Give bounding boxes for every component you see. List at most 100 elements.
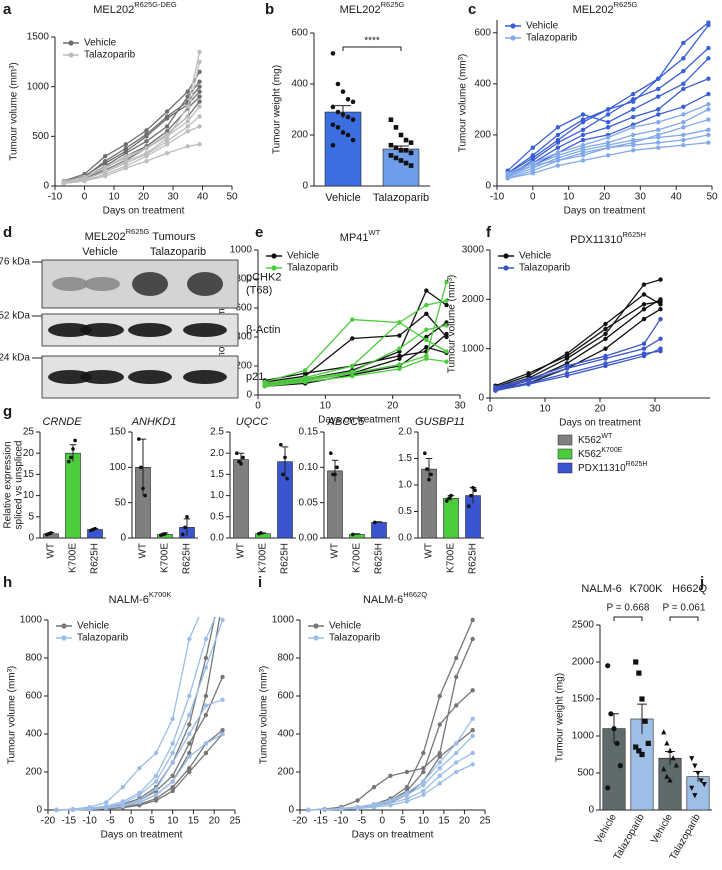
title-main: MEL202: [340, 4, 381, 16]
data-point: [408, 150, 414, 156]
data-point: [605, 153, 611, 158]
data-point: [658, 299, 663, 304]
x-tick-label: 0: [530, 192, 536, 203]
series-line: [495, 298, 661, 390]
blot-band: [84, 277, 120, 291]
chart-title: MP41WT: [340, 228, 381, 243]
y-tick-label: 0.0: [398, 533, 412, 544]
data-point: [681, 112, 686, 117]
data-point: [187, 722, 192, 727]
data-point: [185, 104, 190, 109]
data-point: [329, 451, 333, 455]
panel-label: j: [699, 574, 704, 591]
lines: [505, 20, 711, 181]
data-point: [681, 137, 686, 143]
y-tick-label: 1.0: [398, 480, 412, 491]
data-point: [526, 377, 531, 382]
data-point: [197, 89, 202, 94]
data-point: [636, 670, 642, 676]
data-point: [403, 137, 409, 143]
data-point: [137, 766, 142, 771]
legend-label: K562K700E: [578, 447, 623, 459]
data-point: [137, 437, 141, 441]
data-point: [371, 804, 377, 810]
data-point: [398, 132, 404, 138]
data-point: [388, 142, 394, 148]
data-point: [67, 459, 71, 464]
data-point: [444, 279, 449, 285]
group-header: K700K: [629, 583, 663, 595]
chart-title: NALM-6H662Q: [363, 590, 427, 605]
data-point: [437, 760, 442, 765]
legend-label: Talazoparib: [287, 263, 339, 274]
data-point: [164, 151, 170, 156]
series-line: [56, 617, 200, 811]
data-point: [153, 792, 159, 797]
y-tick-label: 10: [23, 490, 35, 501]
data-point: [423, 451, 427, 455]
series-line: [264, 324, 447, 385]
data-point: [630, 148, 636, 153]
data-point: [220, 697, 225, 702]
data-point: [444, 331, 449, 337]
y-tick-label: 800: [25, 653, 42, 664]
legend-label: K562WT: [578, 433, 613, 445]
legend-sup: R625H: [626, 461, 648, 468]
data-point: [170, 750, 175, 756]
legend-label: Talazoparib: [84, 50, 136, 61]
data-point: [470, 617, 475, 623]
data-point: [656, 119, 661, 125]
data-point: [658, 336, 663, 341]
data-point: [603, 363, 608, 369]
x-tick-label: 10: [167, 816, 179, 827]
data-point: [397, 366, 402, 372]
data-point: [197, 49, 202, 55]
data-point: [580, 153, 586, 158]
x-tick-label: -15: [62, 816, 77, 827]
series-line: [264, 312, 448, 383]
data-point: [137, 800, 142, 805]
data-point: [82, 178, 87, 184]
y-tick-label: 400: [235, 332, 252, 343]
data-point: [706, 132, 711, 138]
data-point: [335, 81, 341, 87]
y-tick-label: 5: [28, 511, 34, 522]
legend-label: Talazoparib: [519, 263, 571, 274]
data-point: [656, 76, 661, 81]
data-point: [164, 109, 170, 114]
data-point: [170, 760, 175, 765]
data-point: [605, 119, 611, 125]
x-tick-label: 40: [197, 192, 209, 203]
title-sup: R625G-DEG: [134, 0, 177, 9]
data-point: [281, 472, 285, 477]
y-tick-label: 600: [291, 28, 308, 39]
data-point: [447, 496, 451, 501]
chart-title: MEL202R625G: [573, 0, 638, 15]
x-tick-label: -20: [41, 816, 56, 827]
data-point: [340, 89, 346, 94]
series-line: [495, 278, 661, 389]
significance-bracket: [342, 46, 402, 51]
panel-label: g: [3, 403, 12, 420]
panel-label: f: [486, 224, 492, 241]
x-tick-label: 25: [229, 816, 241, 827]
data-point: [185, 114, 190, 119]
data-point: [639, 696, 645, 702]
data-point: [645, 740, 651, 746]
legend-sup: WT: [601, 433, 613, 440]
x-tick-label: Talazoparib: [373, 192, 429, 204]
data-point: [681, 104, 686, 110]
data-point: [445, 499, 449, 503]
data-point: [692, 793, 698, 799]
x-axis-label: Days on treatment: [101, 830, 183, 841]
data-point: [681, 86, 686, 92]
band-label: pCHK2: [246, 271, 281, 283]
x-tick-label: -10: [334, 816, 349, 827]
data-point: [656, 112, 661, 117]
data-point: [633, 659, 639, 665]
data-point: [617, 762, 623, 769]
data-point: [350, 117, 356, 122]
data-point: [555, 158, 561, 163]
lines: [61, 49, 202, 186]
data-point: [197, 142, 202, 147]
